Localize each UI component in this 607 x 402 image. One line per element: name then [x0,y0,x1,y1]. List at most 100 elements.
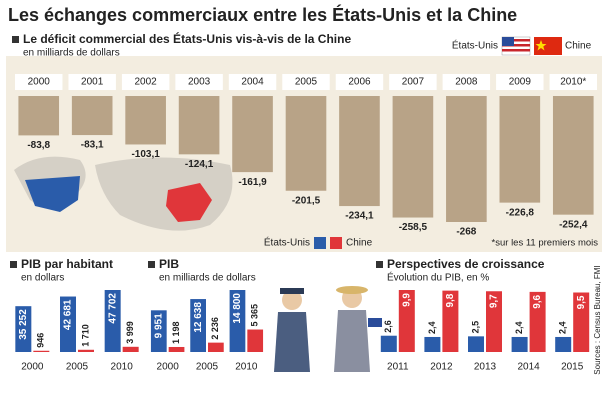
value-label: 2,4 [558,321,568,334]
x-tick-label: 2005 [66,362,89,373]
value-label: -161,9 [238,177,267,188]
value-label: 9,6 [532,294,543,308]
chart-subtitle: en dollars [21,273,64,284]
legend-label: États-Unis [264,236,310,249]
x-tick-label: 2003 [188,77,211,88]
value-label: 42 681 [63,299,74,330]
value-label: -124,1 [185,159,214,170]
title-bullet [376,261,383,268]
bar [122,346,139,352]
china-flag [534,37,562,55]
value-label: 2,6 [383,320,393,333]
year-box [496,74,544,90]
bar [339,96,380,207]
title-bullet [148,261,155,268]
chart-subtitle: en milliards de dollars [159,273,256,284]
x-tick-label: 2005 [196,362,219,373]
value-label: 2,4 [427,321,437,334]
bar [71,96,113,136]
value-label: -201,5 [292,195,321,206]
bar [398,290,415,352]
value-label: 1 710 [80,324,90,347]
value-label: -83,8 [27,140,50,151]
chart-title: Perspectives de croissance [387,257,545,271]
bar [229,290,246,352]
year-box [549,74,597,90]
chart-title: Le déficit commercial des États-Unis vis… [23,31,351,46]
year-box [282,74,330,90]
value-label: -268 [456,227,476,238]
bar [468,336,484,352]
title-bullet [12,36,19,43]
bar [18,96,60,136]
year-box [175,74,223,90]
bar [125,96,166,145]
bar [424,336,441,352]
year-box [442,74,491,90]
value-label: -234,1 [345,211,374,222]
bar [60,296,76,352]
value-label: 1 198 [171,321,181,344]
x-tick-label: 2010* [560,77,586,88]
year-box [121,74,170,90]
bar [78,349,94,352]
bar [15,306,32,352]
bar [511,336,528,352]
x-tick-label: 2009 [509,77,532,88]
x-tick-label: 2007 [402,77,425,88]
value-label: 47 702 [107,293,118,324]
legend-swatch [314,237,326,249]
x-tick-label: 2013 [474,362,497,373]
x-tick-label: 2010 [235,362,258,373]
bar [380,335,397,352]
x-tick-label: 2012 [430,362,453,373]
bar [232,96,273,173]
bar [552,96,594,215]
value-label: 9 951 [153,313,164,338]
value-label: 35 252 [18,309,29,340]
bar [104,290,121,352]
value-label: 12 638 [193,302,204,333]
bar [573,292,590,352]
value-label: 9,8 [445,293,456,307]
year-box [68,74,116,90]
value-label: -103,1 [131,149,160,160]
x-tick-label: 2011 [387,362,409,373]
x-tick-label: 2010 [111,362,134,373]
value-label: -252,4 [559,219,588,230]
bar [178,96,220,155]
value-label: 3 999 [125,321,135,344]
map-usa [25,176,80,212]
value-label: 14 800 [232,293,243,324]
bar [442,290,459,352]
value-label: -83,1 [81,140,104,151]
legend-label: Chine [565,41,592,52]
value-label: 5 365 [250,304,260,327]
bar [555,336,572,352]
bar [446,96,487,222]
value-label: -226,8 [506,207,535,218]
legend-label: États-Unis [452,39,498,52]
legend-swatch [330,237,342,249]
year-box [15,74,63,90]
year-box [389,74,437,90]
legend-label: Chine [346,238,373,249]
x-tick-label: 2000 [157,362,180,373]
x-tick-label: 2014 [517,362,540,373]
value-label: 2 236 [210,317,220,340]
footnote: *sur les 11 premiers mois [492,238,599,249]
x-tick-label: 2005 [295,77,318,88]
value-label: 9,9 [401,293,412,307]
chart-title: PIB [159,257,179,271]
value-label: 9,5 [576,295,587,309]
title-bullet [10,261,17,268]
value-label: 2,5 [470,321,480,334]
value-label: 2,4 [514,321,524,334]
x-tick-label: 2002 [135,77,158,88]
bar [499,96,541,203]
main-title: Les échanges commerciaux entre les États… [8,4,517,25]
bar [529,291,546,352]
value-label: 946 [36,333,46,348]
x-tick-label: 2000 [21,362,44,373]
